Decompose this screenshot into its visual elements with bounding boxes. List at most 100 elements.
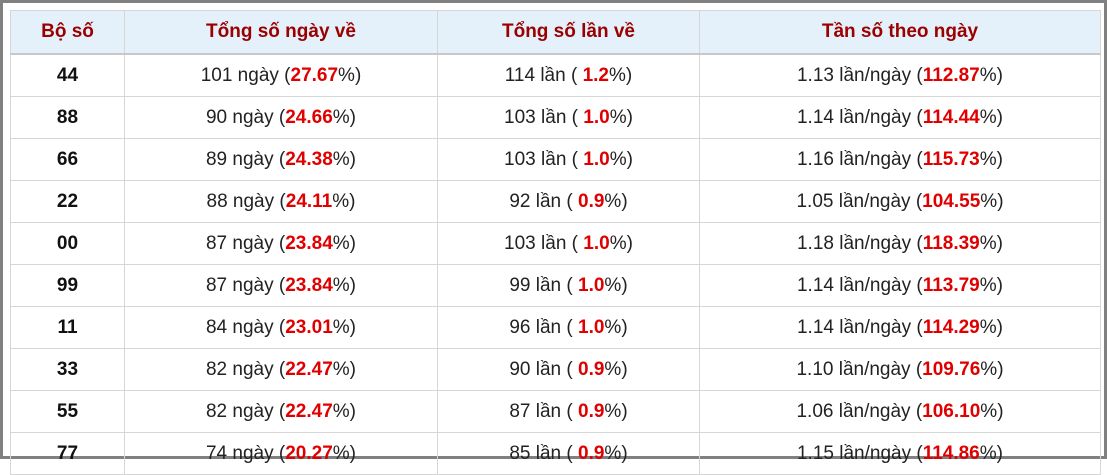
percent-value: 23.84	[285, 274, 333, 296]
percent-value: 112.87	[922, 64, 980, 86]
cell-text: %)	[604, 316, 628, 338]
cell-text: %)	[980, 358, 1004, 380]
cell-text: %)	[332, 400, 356, 422]
cell-text: 82 ngày (	[205, 358, 286, 380]
cell-text: 87 ngày (	[205, 232, 286, 254]
percent-value: 1.2	[582, 64, 609, 86]
header-cell: Tần số theo ngày	[699, 10, 1101, 55]
percent-value: 1.0	[583, 232, 610, 254]
percent-value: 114.29	[922, 316, 980, 338]
stat-cell: 1.15 lần/ngày (114.86%)	[699, 432, 1101, 475]
cell-text: 89 ngày (	[205, 148, 286, 170]
stat-cell: 1.18 lần/ngày (118.39%)	[699, 222, 1101, 265]
stat-cell: 101 ngày (27.67%)	[124, 53, 438, 97]
table-row: 11 84 ngày (23.01%) 96 lần ( 1.0%) 1.14 lần…	[10, 306, 1101, 349]
number-cell: 00	[10, 222, 125, 265]
table-row: 44 101 ngày (27.67%) 114 lần ( 1.2%) 1.13 l…	[10, 53, 1101, 97]
cell-text: %)	[604, 190, 628, 212]
cell-text: 90 lần (	[509, 358, 578, 380]
cell-text: %)	[332, 106, 356, 128]
stat-cell: 1.10 lần/ngày (109.76%)	[699, 348, 1101, 391]
percent-value: 104.55	[922, 190, 981, 212]
cell-text: 103 lần (	[504, 232, 584, 254]
table-body: 44 101 ngày (27.67%) 114 lần ( 1.2%) 1.13 l…	[10, 53, 1101, 475]
cell-text: 1.06 lần/ngày (	[796, 400, 923, 422]
table-row: 66 89 ngày (24.38%) 103 lần ( 1.0%) 1.16 lầ…	[10, 138, 1101, 181]
table-row: 88 90 ngày (24.66%) 103 lần ( 1.0%) 1.14 lầ…	[10, 96, 1101, 139]
table-row: 55 82 ngày (22.47%) 87 lần ( 0.9%) 1.06 lần…	[10, 390, 1101, 433]
cell-text: %)	[604, 442, 628, 464]
cell-text: 1.16 lần/ngày (	[796, 148, 923, 170]
cell-text: %)	[332, 358, 356, 380]
cell-text: 1.18 lần/ngày (	[796, 232, 923, 254]
cell-text: 84 ngày (	[205, 316, 286, 338]
cell-text: %)	[332, 232, 356, 254]
cell-text: %)	[979, 232, 1003, 254]
percent-value: 23.84	[285, 232, 333, 254]
percent-value: 109.76	[922, 358, 981, 380]
percent-value: 1.0	[578, 316, 605, 338]
cell-text: %)	[604, 358, 628, 380]
percent-value: 27.67	[290, 64, 339, 86]
cell-text: %)	[604, 400, 628, 422]
cell-text: 87 lần (	[509, 400, 578, 422]
header-row: Bộ số Tổng số ngày về Tổng số lần về Tần số…	[10, 10, 1101, 55]
stat-cell: 96 lần ( 1.0%)	[437, 306, 700, 349]
percent-value: 0.9	[578, 190, 605, 212]
stat-cell: 1.05 lần/ngày (104.55%)	[699, 180, 1101, 223]
stat-cell: 84 ngày (23.01%)	[124, 306, 438, 349]
cell-text: %)	[604, 274, 628, 296]
cell-text: %)	[980, 400, 1004, 422]
percent-value: 1.0	[583, 106, 610, 128]
header-cell: Bộ số	[10, 10, 125, 55]
percent-value: 114.86	[922, 442, 980, 464]
cell-text: %)	[332, 274, 356, 296]
number-cell: 22	[10, 180, 125, 223]
stat-cell: 1.13 lần/ngày (112.87%)	[699, 53, 1101, 97]
number-cell: 66	[10, 138, 125, 181]
cell-text: 1.15 lần/ngày (	[796, 442, 923, 464]
cell-text: %)	[338, 64, 362, 86]
stat-cell: 92 lần ( 0.9%)	[437, 180, 700, 223]
cell-text: %)	[979, 274, 1003, 296]
cell-text: %)	[332, 148, 356, 170]
percent-value: 22.47	[285, 400, 333, 422]
table-row: 33 82 ngày (22.47%) 90 lần ( 0.9%) 1.10 lần…	[10, 348, 1101, 391]
percent-value: 118.39	[922, 232, 980, 254]
cell-text: %)	[332, 190, 356, 212]
stats-table: Bộ số Tổng số ngày về Tổng số lần về Tần số…	[10, 10, 1101, 475]
stat-cell: 87 ngày (23.84%)	[124, 222, 438, 265]
stat-cell: 1.14 lần/ngày (114.44%)	[699, 96, 1101, 139]
cell-text: 101 ngày (	[200, 64, 291, 86]
table-row: 99 87 ngày (23.84%) 99 lần ( 1.0%) 1.14 lần…	[10, 264, 1101, 307]
stat-cell: 114 lần ( 1.2%)	[437, 53, 700, 97]
cell-text: %)	[332, 316, 356, 338]
percent-value: 0.9	[578, 400, 605, 422]
cell-text: 87 ngày (	[205, 274, 286, 296]
header-cell: Tổng số lần về	[437, 10, 700, 55]
stat-cell: 82 ngày (22.47%)	[124, 348, 438, 391]
stat-cell: 90 ngày (24.66%)	[124, 96, 438, 139]
number-cell: 33	[10, 348, 125, 391]
cell-text: 1.10 lần/ngày (	[796, 358, 923, 380]
percent-value: 114.44	[922, 106, 980, 128]
percent-value: 113.79	[922, 274, 980, 296]
percent-value: 20.27	[285, 442, 333, 464]
percent-value: 22.47	[285, 358, 333, 380]
stat-cell: 89 ngày (24.38%)	[124, 138, 438, 181]
cell-text: 99 lần (	[509, 274, 578, 296]
percent-value: 106.10	[922, 400, 981, 422]
percent-value: 24.11	[285, 190, 333, 212]
percent-value: 115.73	[922, 148, 980, 170]
percent-value: 0.9	[578, 442, 605, 464]
stat-cell: 99 lần ( 1.0%)	[437, 264, 700, 307]
cell-text: %)	[609, 232, 633, 254]
stat-cell: 87 lần ( 0.9%)	[437, 390, 700, 433]
number-cell: 99	[10, 264, 125, 307]
cell-text: 103 lần (	[504, 106, 584, 128]
cell-text: %)	[980, 190, 1004, 212]
cell-text: 1.14 lần/ngày (	[796, 316, 923, 338]
cell-text: 114 lần (	[504, 64, 583, 86]
cell-text: %)	[979, 316, 1003, 338]
stat-cell: 1.14 lần/ngày (114.29%)	[699, 306, 1101, 349]
